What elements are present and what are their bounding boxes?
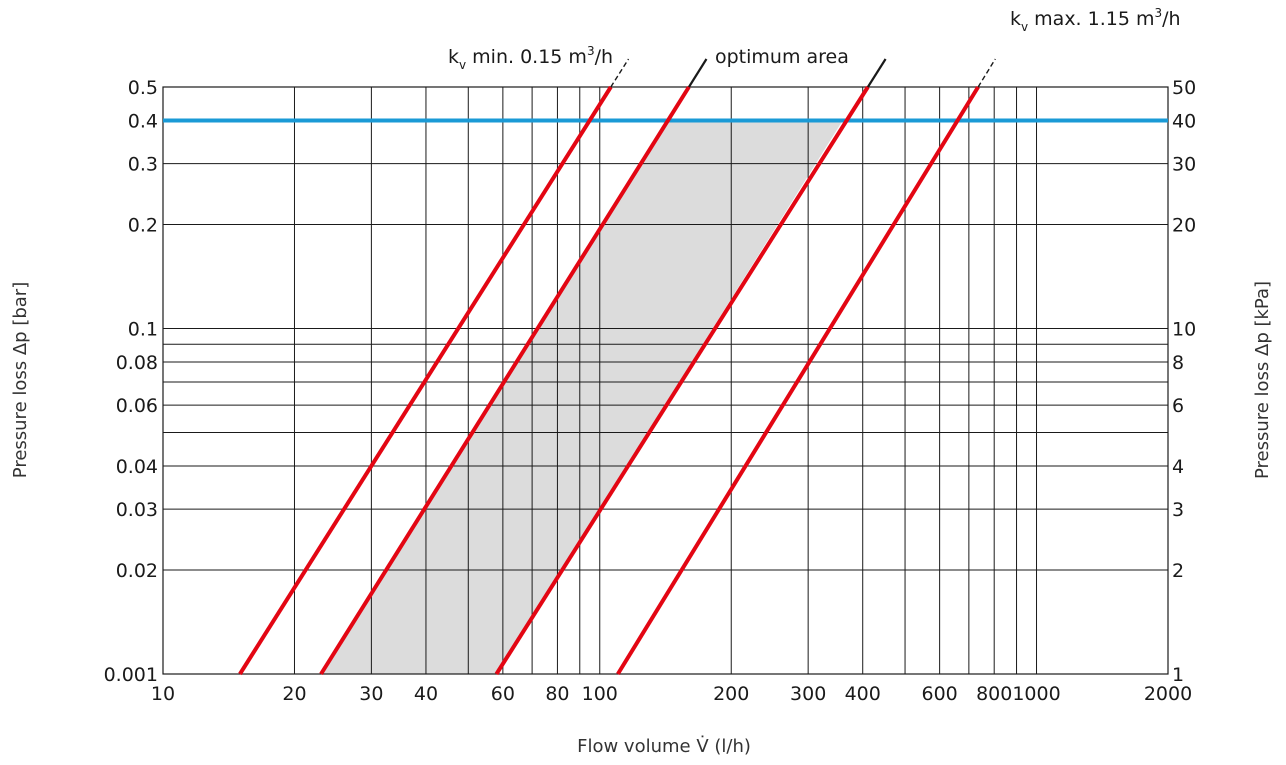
kv-line-2 — [319, 85, 691, 676]
y-tick-label-left: 0.03 — [116, 499, 158, 521]
annotation-kv-max-tail: /h — [1162, 8, 1180, 30]
y-tick-label-right: 2 — [1172, 560, 1184, 582]
y-tick-label-right: 6 — [1172, 395, 1184, 417]
kv-line-extension-1 — [610, 58, 630, 88]
y-tick-label-left: 0.2 — [128, 214, 158, 236]
x-tick-label: 100 — [582, 683, 618, 705]
y-tick-label-left: 0.4 — [128, 110, 158, 132]
x-tick-label: 40 — [414, 683, 438, 705]
kv-line-extension-4 — [977, 58, 996, 88]
kv-line-extension-2 — [687, 58, 708, 88]
x-tick-label: 600 — [921, 683, 957, 705]
x-tick-label: 2000 — [1144, 683, 1192, 705]
x-tick-label: 30 — [359, 683, 383, 705]
x-tick-label: 60 — [491, 683, 515, 705]
x-tick-label: 80 — [545, 683, 569, 705]
y-tick-label-left: 0.5 — [128, 77, 158, 99]
y-axis-title-left: Pressure loss Δp [bar] — [10, 282, 31, 478]
kv-line-3 — [494, 85, 870, 676]
kv-line-extension-3 — [866, 58, 887, 88]
y-tick-label-right: 50 — [1172, 77, 1196, 99]
x-tick-label: 300 — [790, 683, 826, 705]
x-tick-label: 800 — [976, 683, 1012, 705]
y-tick-label-left: 0.1 — [128, 318, 158, 340]
x-tick-label: 1000 — [1012, 683, 1060, 705]
kv-line-4 — [616, 85, 980, 676]
optimum-area — [321, 120, 843, 674]
y-tick-label-left: 0.02 — [116, 560, 158, 582]
y-tick-label-left: 0.04 — [116, 456, 158, 478]
y-tick-label-left: 0.3 — [128, 154, 158, 176]
plot-frame — [162, 86, 1169, 675]
y-tick-label-left: 0.06 — [116, 395, 158, 417]
annotation-kv-max-sup: 3 — [1155, 6, 1163, 20]
x-tick-label: 400 — [845, 683, 881, 705]
annotation-kv-min: kv min. 0.15 m3/h — [448, 44, 613, 72]
y-tick-label-left: 0.001 — [104, 664, 158, 686]
annotation-kv-min-sub: v — [459, 58, 466, 72]
annotation-kv-max-text: max. 1.15 m — [1028, 8, 1154, 30]
optimum-area-layer — [321, 120, 843, 674]
y-axis-title-right: Pressure loss Δp [kPa] — [1252, 281, 1273, 479]
annotation-kv-min-tail: /h — [595, 46, 613, 68]
series-layer — [163, 58, 1168, 676]
y-tick-label-right: 30 — [1172, 154, 1196, 176]
x-tick-label: 10 — [151, 683, 175, 705]
y-tick-label-right: 8 — [1172, 352, 1184, 374]
y-tick-label-right: 4 — [1172, 456, 1184, 478]
tick-labels-layer: 10 20 30 40 60 80 100 200 300 400 600 800 1000 2000 0.… — [104, 77, 1197, 705]
y-tick-label-right: 20 — [1172, 214, 1196, 236]
annotation-kv-max: kv max. 1.15 m3/h — [1010, 6, 1181, 34]
annotation-optimum-area: optimum area — [715, 46, 849, 68]
annotation-kv-max-k: k — [1010, 8, 1021, 30]
x-axis-title: Flow volume V̇ (l/h) — [577, 736, 751, 757]
annotation-kv-min-sup: 3 — [587, 44, 595, 58]
kv-line-1 — [238, 85, 613, 676]
y-tick-label-right: 10 — [1172, 318, 1196, 340]
y-tick-label-right: 1 — [1172, 664, 1184, 686]
x-tick-label: 200 — [713, 683, 749, 705]
annotation-kv-min-k: k — [448, 46, 459, 68]
y-tick-label-right: 40 — [1172, 110, 1196, 132]
annotation-kv-min-text: min. 0.15 m — [466, 46, 587, 68]
y-tick-label-left: 0.08 — [116, 352, 158, 374]
annotation-kv-max-sub: v — [1021, 20, 1028, 34]
x-tick-label: 20 — [282, 683, 306, 705]
y-tick-label-right: 3 — [1172, 499, 1184, 521]
